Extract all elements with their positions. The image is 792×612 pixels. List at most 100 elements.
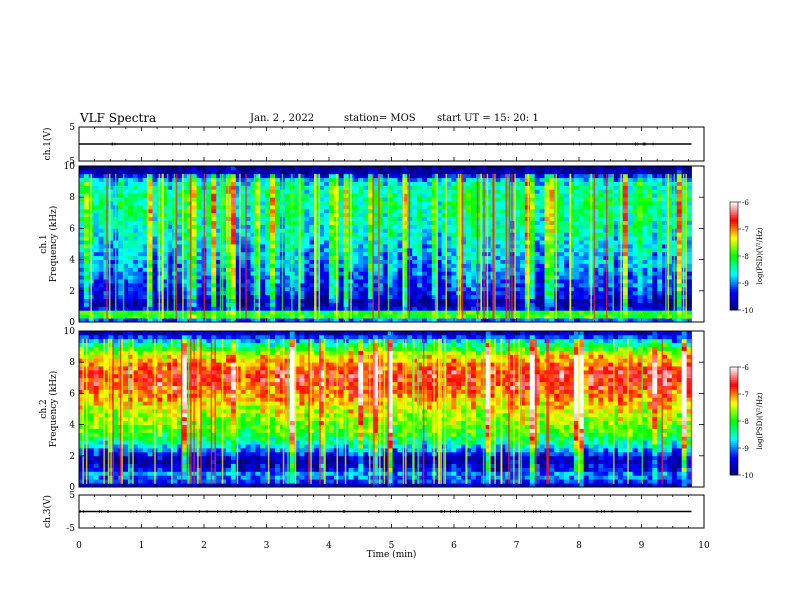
spectrogram-cell (431, 193, 438, 198)
spectrogram-cell (275, 208, 281, 214)
spectrogram-cell (314, 208, 320, 214)
spectrogram-cell (495, 294, 501, 299)
spectrogram-cell (573, 275, 580, 280)
spectrogram-cell (328, 181, 335, 186)
spectrogram-cell (211, 185, 217, 190)
spectrogram-cell (426, 251, 433, 257)
spectrogram-cell (358, 310, 364, 315)
spectrogram-cell (402, 169, 408, 175)
spectrogram-cell (608, 247, 614, 253)
spectrogram-cell (397, 302, 403, 307)
spectrogram-cell (142, 228, 148, 233)
spectrogram-cell (79, 314, 85, 319)
spectrogram-cell (569, 318, 575, 323)
spectrogram-cell (309, 298, 315, 303)
spectrogram-cell (211, 255, 217, 260)
spectrogram-cell (240, 251, 246, 257)
spectrogram-cell (608, 306, 614, 311)
spectrogram-cell (373, 267, 379, 272)
spectrogram-cell (353, 247, 359, 253)
spectrogram-cell (441, 166, 447, 171)
spectrogram-cell (328, 173, 335, 179)
spectrogram-cell (240, 283, 246, 288)
spectrogram-cell (196, 275, 202, 280)
spectrogram-cell (426, 232, 433, 237)
spectrogram-cell (387, 271, 393, 276)
spectrogram-cell (471, 286, 477, 292)
spectrogram-cell (461, 173, 467, 179)
spectrogram-cell (564, 232, 570, 237)
spectrogram-cell (662, 255, 668, 260)
spectrogram-cell (373, 275, 379, 280)
spectrogram-cell (250, 181, 256, 186)
spectrogram-cell (451, 224, 457, 229)
spectrogram-cell (152, 208, 158, 214)
spectrogram-cell (275, 298, 281, 303)
spectrogram-cell (368, 267, 374, 272)
spectrogram-cell (338, 169, 344, 175)
spectrogram-cell (613, 314, 619, 319)
spectrogram-cell (368, 255, 374, 260)
spectrogram-cell (632, 302, 638, 307)
spectrogram-cell (515, 271, 521, 276)
spectrogram-cell (191, 212, 197, 218)
spectrogram-cell (373, 220, 379, 225)
spectrogram-cell (534, 177, 540, 182)
spectrogram-cell (338, 216, 344, 221)
spectrogram-cell (284, 259, 291, 264)
spectrogram-cell (515, 302, 521, 307)
spectrogram-cell (250, 205, 256, 210)
spectrogram-cell (216, 240, 222, 245)
spectrogram-cell (235, 306, 242, 311)
spectrogram-cell (426, 201, 433, 206)
spectrogram-cell (265, 302, 271, 307)
spectrogram-cell (627, 240, 634, 245)
spectrogram-cell (495, 244, 501, 249)
spectrogram-cell (206, 232, 212, 237)
spectrogram-cell (505, 208, 511, 214)
spectrogram-cell (181, 201, 188, 206)
spectrogram-cell (230, 212, 237, 218)
spectrogram-cell (270, 197, 276, 202)
spectrogram-cell (230, 298, 237, 303)
spectrogram-cell (314, 271, 320, 276)
spectrogram-cell (147, 193, 153, 198)
spectrogram-cell (167, 236, 173, 241)
spectrogram-cell (539, 189, 545, 194)
spectrogram-cell (466, 283, 472, 288)
spectrogram-cell (627, 228, 634, 233)
spectrogram-cell (622, 255, 629, 260)
spectrogram-cell (475, 255, 482, 260)
spectrogram-cell (294, 286, 300, 292)
spectrogram-cell (235, 279, 242, 284)
spectrogram-cell (324, 201, 330, 206)
spectrogram-cell (118, 220, 124, 225)
spectrogram-cell (417, 259, 423, 264)
spectrogram-cell (632, 205, 638, 210)
spectrogram-cell (632, 255, 638, 260)
spectrogram-cell (152, 302, 158, 307)
spectrogram-cell (162, 232, 168, 237)
spectrogram-cell (235, 314, 242, 319)
spectrogram-cell (245, 247, 251, 253)
spectrogram-cell (647, 286, 653, 292)
spectrogram-cell (270, 193, 276, 198)
spectrogram-cell (245, 306, 251, 311)
spectrogram-cell (211, 290, 217, 296)
spectrogram-cell (270, 290, 276, 296)
spectrogram-cell (363, 302, 369, 307)
spectrogram-cell (451, 236, 457, 241)
spectrogram-cell (485, 290, 491, 296)
spectrogram-cell (368, 318, 374, 323)
spectrogram-cell (338, 247, 344, 253)
spectrogram-cell (392, 166, 398, 171)
spectrogram-cell (510, 298, 516, 303)
spectrogram-cell (230, 232, 237, 237)
spectrogram-cell (539, 251, 545, 257)
spectrogram-cell (505, 224, 511, 229)
spectrogram-cell (387, 197, 393, 202)
spectrogram-cell (622, 166, 629, 171)
spectrogram-cell (559, 314, 565, 319)
spectrogram-cell (304, 166, 310, 171)
spectrogram-cell (377, 267, 384, 272)
